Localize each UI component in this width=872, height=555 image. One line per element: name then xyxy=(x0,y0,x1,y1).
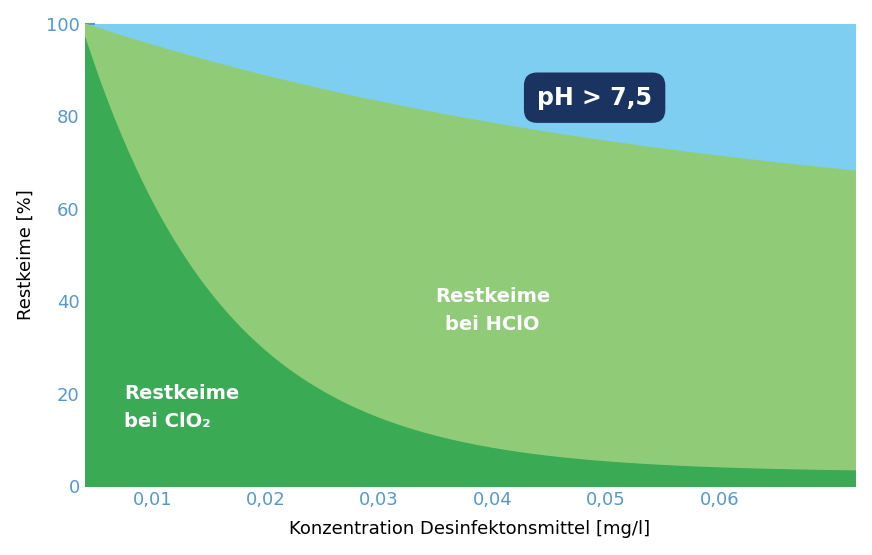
Text: pH > 7,5: pH > 7,5 xyxy=(537,85,652,110)
Y-axis label: Restkeime [%]: Restkeime [%] xyxy=(17,190,35,320)
X-axis label: Konzentration Desinfektonsmittel [mg/l]: Konzentration Desinfektonsmittel [mg/l] xyxy=(290,521,651,538)
Text: Restkeime
bei ClO₂: Restkeime bei ClO₂ xyxy=(124,384,240,431)
Text: Restkeime
bei HClO: Restkeime bei HClO xyxy=(435,287,550,334)
